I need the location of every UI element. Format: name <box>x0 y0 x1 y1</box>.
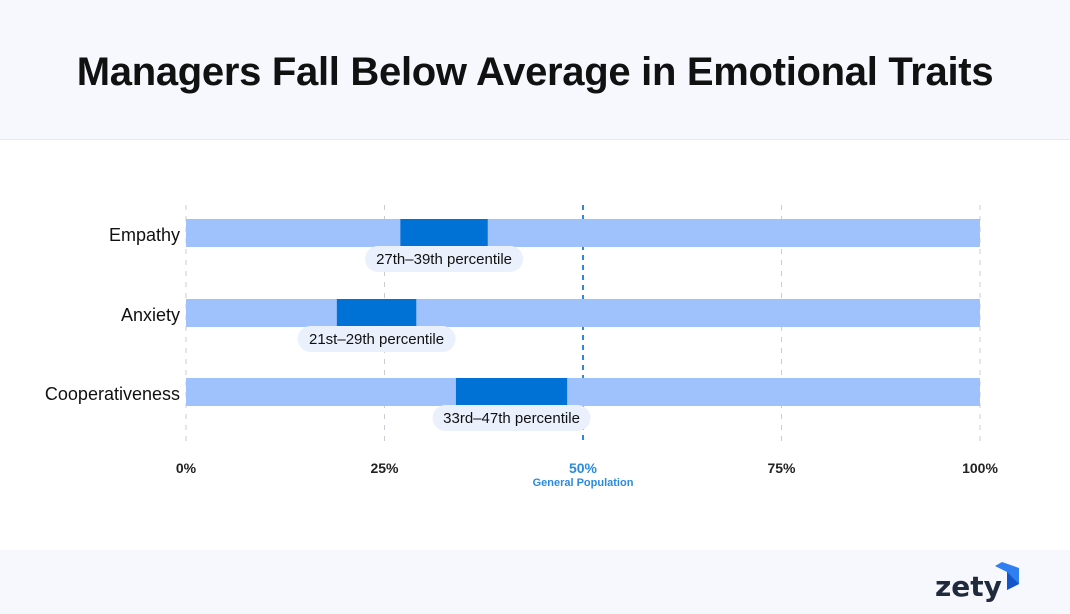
x-tick-label: 0% <box>176 460 197 476</box>
x-tick-label: 25% <box>370 460 399 476</box>
range-bar <box>336 299 417 327</box>
bar-track <box>186 378 980 406</box>
bar-track <box>186 299 980 327</box>
range-bar <box>400 219 488 247</box>
category-label: Anxiety <box>121 305 180 325</box>
range-label: 21st–29th percentile <box>309 331 444 348</box>
svg-text:zety: zety <box>935 570 1002 603</box>
range-label-pill <box>365 246 524 272</box>
category-label: Empathy <box>109 225 180 245</box>
bar-track <box>186 219 980 247</box>
range-label: 27th–39th percentile <box>376 251 512 268</box>
chart-title: Managers Fall Below Average in Emotional… <box>76 50 994 94</box>
zety-logo: zety <box>935 560 1025 609</box>
range-bar <box>455 378 568 406</box>
range-label: 33rd–47th percentile <box>443 410 580 427</box>
range-label-pill <box>432 405 591 431</box>
x-tick-label: 100% <box>962 460 998 476</box>
x-tick-label: 75% <box>767 460 796 476</box>
footer <box>0 550 1070 614</box>
reference-label: General Population <box>533 477 634 489</box>
header <box>0 0 1070 140</box>
chart: 0% 25% 50% 75% 100% General Population Empathy… <box>45 205 998 489</box>
range-label-pill <box>297 326 456 352</box>
x-tick-label: 50% <box>569 460 598 476</box>
category-label: Cooperativeness <box>45 384 180 404</box>
